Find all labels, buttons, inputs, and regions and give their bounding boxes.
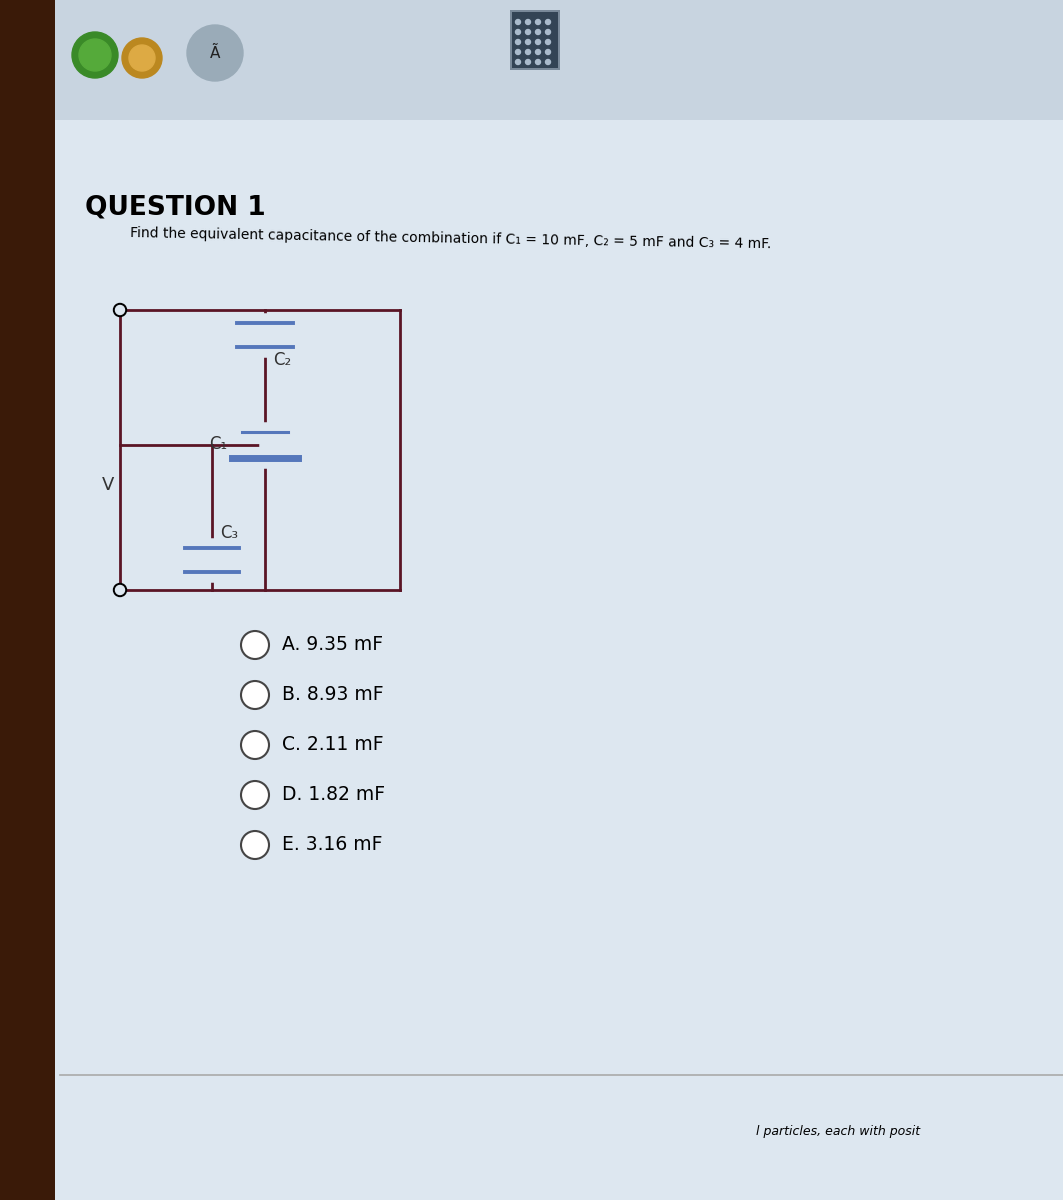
Text: Ã: Ã — [209, 46, 220, 60]
Circle shape — [545, 60, 551, 65]
Text: Find the equivalent capacitance of the combination if C₁ = 10 mF, C₂ = 5 mF and : Find the equivalent capacitance of the c… — [130, 226, 772, 251]
Circle shape — [187, 25, 243, 80]
Bar — [510, 10, 560, 70]
Circle shape — [525, 49, 530, 54]
Circle shape — [536, 19, 540, 24]
Circle shape — [545, 49, 551, 54]
Circle shape — [525, 30, 530, 35]
Bar — [55, 0, 1063, 120]
Circle shape — [241, 731, 269, 758]
Text: D. 1.82 mF: D. 1.82 mF — [282, 786, 385, 804]
Circle shape — [114, 583, 126, 596]
Circle shape — [516, 19, 521, 24]
Circle shape — [114, 304, 126, 317]
Text: QUESTION 1: QUESTION 1 — [85, 194, 266, 221]
Circle shape — [241, 830, 269, 859]
Text: C. 2.11 mF: C. 2.11 mF — [282, 736, 384, 755]
Circle shape — [116, 586, 124, 594]
Text: C₃: C₃ — [220, 524, 238, 542]
Circle shape — [516, 60, 521, 65]
Circle shape — [516, 49, 521, 54]
Circle shape — [79, 38, 111, 71]
Circle shape — [241, 631, 269, 659]
Circle shape — [525, 19, 530, 24]
Circle shape — [536, 40, 540, 44]
Circle shape — [545, 19, 551, 24]
Circle shape — [122, 38, 162, 78]
Circle shape — [516, 40, 521, 44]
Circle shape — [241, 781, 269, 809]
Circle shape — [525, 60, 530, 65]
Text: E. 3.16 mF: E. 3.16 mF — [282, 835, 383, 854]
Circle shape — [129, 44, 155, 71]
Circle shape — [545, 40, 551, 44]
Circle shape — [516, 30, 521, 35]
Text: C₁: C₁ — [208, 434, 227, 452]
Circle shape — [536, 60, 540, 65]
Circle shape — [72, 32, 118, 78]
Bar — [0, 0, 55, 1200]
Text: B. 8.93 mF: B. 8.93 mF — [282, 685, 384, 704]
Text: l particles, each with posit: l particles, each with posit — [756, 1126, 919, 1138]
Circle shape — [536, 30, 540, 35]
Circle shape — [545, 30, 551, 35]
Text: V: V — [102, 476, 115, 494]
Bar — [512, 12, 558, 68]
Text: A. 9.35 mF: A. 9.35 mF — [282, 636, 383, 654]
Circle shape — [525, 40, 530, 44]
Circle shape — [116, 306, 124, 314]
Text: C₂: C₂ — [273, 350, 291, 370]
Circle shape — [241, 680, 269, 709]
Circle shape — [536, 49, 540, 54]
